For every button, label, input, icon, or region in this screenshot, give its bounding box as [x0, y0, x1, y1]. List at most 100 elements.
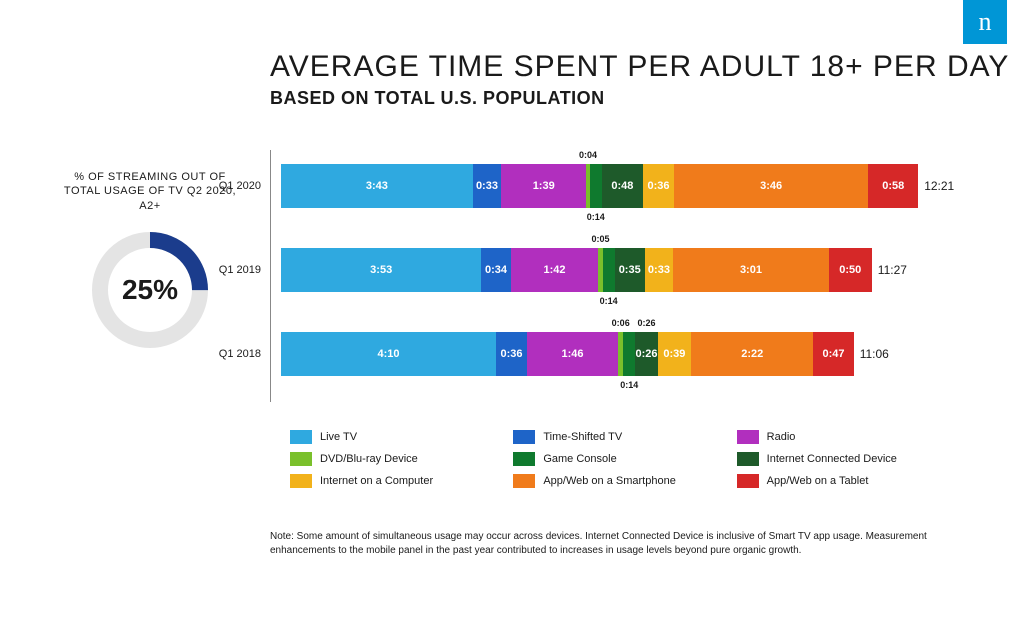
bar-segment-console: 0:140:14 — [623, 332, 635, 376]
bar-segment-radio: 1:39 — [501, 164, 586, 208]
legend-label: Radio — [767, 431, 796, 443]
bar-row: Q1 20203:430:331:390:040:040:140:140:480… — [271, 150, 990, 222]
segment-annotation: 0:14 — [620, 380, 638, 390]
bar-segment-pc_web: 0:36 — [643, 164, 674, 208]
row-total: 11:27 — [878, 263, 907, 277]
bar-segment-live_tv: 3:43 — [281, 164, 473, 208]
segment-value: 0:58 — [882, 180, 904, 192]
segment-value: 0:50 — [839, 264, 861, 276]
legend-item: Live TV — [290, 430, 503, 444]
segment-value: 0:33 — [648, 264, 670, 276]
legend-label: Internet Connected Device — [767, 453, 897, 465]
segment-value: 0:36 — [647, 180, 669, 192]
legend-swatch — [290, 452, 312, 466]
bar-segment-live_tv: 3:53 — [281, 248, 481, 292]
legend-item: Radio — [737, 430, 950, 444]
segment-value: 3:43 — [366, 180, 388, 192]
segment-value: 0:48 — [611, 180, 633, 192]
bar-segment-live_tv: 4:10 — [281, 332, 496, 376]
segment-value: 0:47 — [822, 348, 844, 360]
chart-legend: Live TV Time-Shifted TV Radio DVD/Blu-ray D… — [290, 430, 950, 488]
segment-value: 0:34 — [485, 264, 507, 276]
legend-swatch — [513, 474, 535, 488]
segment-value: 0:26 — [635, 348, 657, 360]
bar-segment-shifted_tv: 0:33 — [473, 164, 501, 208]
legend-swatch — [737, 474, 759, 488]
segment-annotation: 0:26 — [637, 318, 655, 328]
segment-value: 3:01 — [740, 264, 762, 276]
bar-row: Q1 20193:530:341:420:050:050:140:140:350… — [271, 234, 990, 306]
legend-item: Time-Shifted TV — [513, 430, 726, 444]
stacked-bar-chart: Q1 20203:430:331:390:040:040:140:140:480… — [270, 150, 990, 402]
segment-annotation: 0:14 — [587, 212, 605, 222]
chart-header: AVERAGE TIME SPENT PER ADULT 18+ PER DAY… — [270, 50, 1009, 109]
legend-swatch — [513, 430, 535, 444]
legend-swatch — [513, 452, 535, 466]
legend-label: Game Console — [543, 453, 616, 465]
segment-annotation: 0:06 — [612, 318, 630, 328]
legend-item: App/Web on a Smartphone — [513, 474, 726, 488]
chart-footnote: Note: Some amount of simultaneous usage … — [270, 530, 990, 558]
bar-segment-app_phone: 2:22 — [691, 332, 813, 376]
segment-annotation: 0:14 — [600, 296, 618, 306]
row-total: 11:06 — [860, 347, 889, 361]
bar-segment-pc_web: 0:39 — [658, 332, 692, 376]
legend-swatch — [290, 430, 312, 444]
bar-segment-shifted_tv: 0:34 — [481, 248, 510, 292]
segment-annotation: 0:04 — [579, 150, 597, 160]
brand-logo: n — [963, 0, 1007, 44]
bar-segment-icd: 0:35 — [615, 248, 645, 292]
segment-value: 0:39 — [663, 348, 685, 360]
legend-item: DVD/Blu-ray Device — [290, 452, 503, 466]
bar-segment-shifted_tv: 0:36 — [496, 332, 527, 376]
legend-swatch — [737, 452, 759, 466]
bar-segment-app_tablet: 0:58 — [868, 164, 918, 208]
donut-value: 25% — [87, 227, 213, 353]
row-label: Q1 2020 — [211, 180, 261, 192]
segment-value: 3:53 — [370, 264, 392, 276]
bar-segment-console: 0:140:14 — [603, 248, 615, 292]
legend-item: Game Console — [513, 452, 726, 466]
legend-label: App/Web on a Tablet — [767, 475, 869, 487]
bar-segment-icd: 0:260:26 — [635, 332, 657, 376]
bar-segment-app_phone: 3:46 — [674, 164, 868, 208]
segment-value: 2:22 — [741, 348, 763, 360]
chart-subtitle: BASED ON TOTAL U.S. POPULATION — [270, 88, 1009, 109]
segment-value: 1:42 — [543, 264, 565, 276]
segment-value: 0:36 — [500, 348, 522, 360]
segment-value: 1:46 — [562, 348, 584, 360]
donut-chart: 25% — [87, 227, 213, 353]
segment-value: 1:39 — [533, 180, 555, 192]
legend-item: Internet Connected Device — [737, 452, 950, 466]
bar-stack: 3:530:341:420:050:050:140:140:350:333:01… — [281, 248, 872, 292]
bar-segment-app_tablet: 0:47 — [813, 332, 853, 376]
legend-label: DVD/Blu-ray Device — [320, 453, 418, 465]
legend-label: Live TV — [320, 431, 357, 443]
segment-annotation: 0:05 — [591, 234, 609, 244]
bar-segment-app_phone: 3:01 — [673, 248, 829, 292]
row-total: 12:21 — [924, 179, 954, 193]
brand-logo-letter: n — [979, 7, 992, 37]
bar-segment-console: 0:140:14 — [590, 164, 602, 208]
bar-segment-radio: 1:42 — [511, 248, 599, 292]
legend-label: App/Web on a Smartphone — [543, 475, 676, 487]
row-label: Q1 2019 — [211, 264, 261, 276]
segment-value: 0:33 — [476, 180, 498, 192]
bar-segment-icd: 0:48 — [602, 164, 643, 208]
bar-segment-radio: 1:46 — [527, 332, 618, 376]
row-label: Q1 2018 — [211, 348, 261, 360]
legend-swatch — [737, 430, 759, 444]
bar-segment-pc_web: 0:33 — [645, 248, 673, 292]
segment-value: 3:46 — [760, 180, 782, 192]
legend-item: App/Web on a Tablet — [737, 474, 950, 488]
segment-value: 0:35 — [619, 264, 641, 276]
bar-stack: 3:430:331:390:040:040:140:140:480:363:46… — [281, 164, 918, 208]
donut-block: % OF STREAMING OUT OF TOTAL USAGE OF TV … — [60, 170, 240, 353]
chart-title: AVERAGE TIME SPENT PER ADULT 18+ PER DAY — [270, 50, 1009, 84]
bar-segment-app_tablet: 0:50 — [829, 248, 872, 292]
legend-label: Time-Shifted TV — [543, 431, 622, 443]
segment-value: 4:10 — [377, 348, 399, 360]
bar-stack: 4:100:361:460:060:060:140:140:260:260:39… — [281, 332, 854, 376]
legend-swatch — [290, 474, 312, 488]
legend-item: Internet on a Computer — [290, 474, 503, 488]
